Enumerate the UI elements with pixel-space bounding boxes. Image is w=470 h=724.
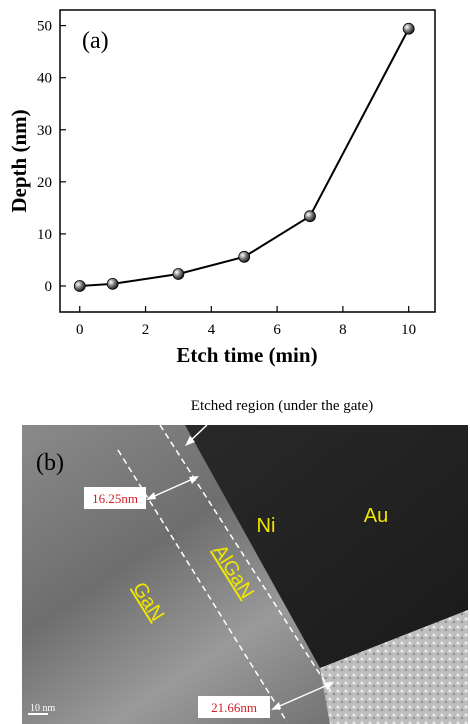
panel-label: (b) (36, 450, 64, 476)
arrowhead (271, 702, 281, 710)
x-tick-label: 6 (273, 322, 281, 338)
y-tick-label: 0 (45, 279, 53, 295)
region-label: Ni (257, 515, 276, 537)
dashed-boundary (159, 424, 331, 691)
line (79, 28, 410, 287)
metal-region (150, 425, 468, 668)
caption: Etched region (under the gate) (191, 398, 373, 414)
chart: (a) Etch time (min) Depth (nm) 0 2 4 6 8 10 0 1… (7, 9, 436, 367)
arrow (149, 477, 196, 499)
y-tick-label: 30 (37, 123, 52, 139)
point (238, 250, 251, 263)
substrate-region (320, 610, 468, 724)
label-box (198, 696, 270, 718)
x-tick-label: 2 (142, 322, 150, 338)
width-label: 16.25nm (92, 491, 138, 506)
x-tick-label: 8 (339, 322, 347, 338)
region-label: Au (364, 505, 388, 527)
x-axis-label: Etch time (min) (176, 343, 317, 367)
panel-label: (a) (82, 28, 109, 54)
y-tick-label: 40 (37, 71, 52, 87)
point (73, 280, 86, 292)
arrow (274, 683, 331, 709)
point (106, 277, 119, 290)
point (172, 268, 185, 280)
plot-frame (59, 9, 436, 313)
dashed-boundary (117, 449, 288, 723)
width-label: 21.66nm (211, 700, 257, 715)
x-tick-label: 10 (401, 322, 416, 338)
point (304, 210, 316, 223)
tem-image: Etched region (under the gate) (b) 16.25… (22, 398, 468, 724)
arrowhead (185, 436, 195, 446)
y-axis-label: Depth (nm) (7, 109, 31, 212)
x-tick-label: 4 (208, 322, 216, 338)
y-tick-label: 10 (37, 227, 52, 243)
arrowhead (324, 682, 334, 690)
point (402, 22, 415, 35)
scale-label: 10 nm (30, 703, 56, 714)
y-tick-label: 20 (37, 175, 52, 191)
x-tick-label: 0 (76, 322, 84, 338)
label-box (84, 487, 146, 509)
arrowhead (146, 492, 156, 500)
arrowhead (189, 476, 199, 484)
y-tick-label: 50 (37, 19, 52, 35)
